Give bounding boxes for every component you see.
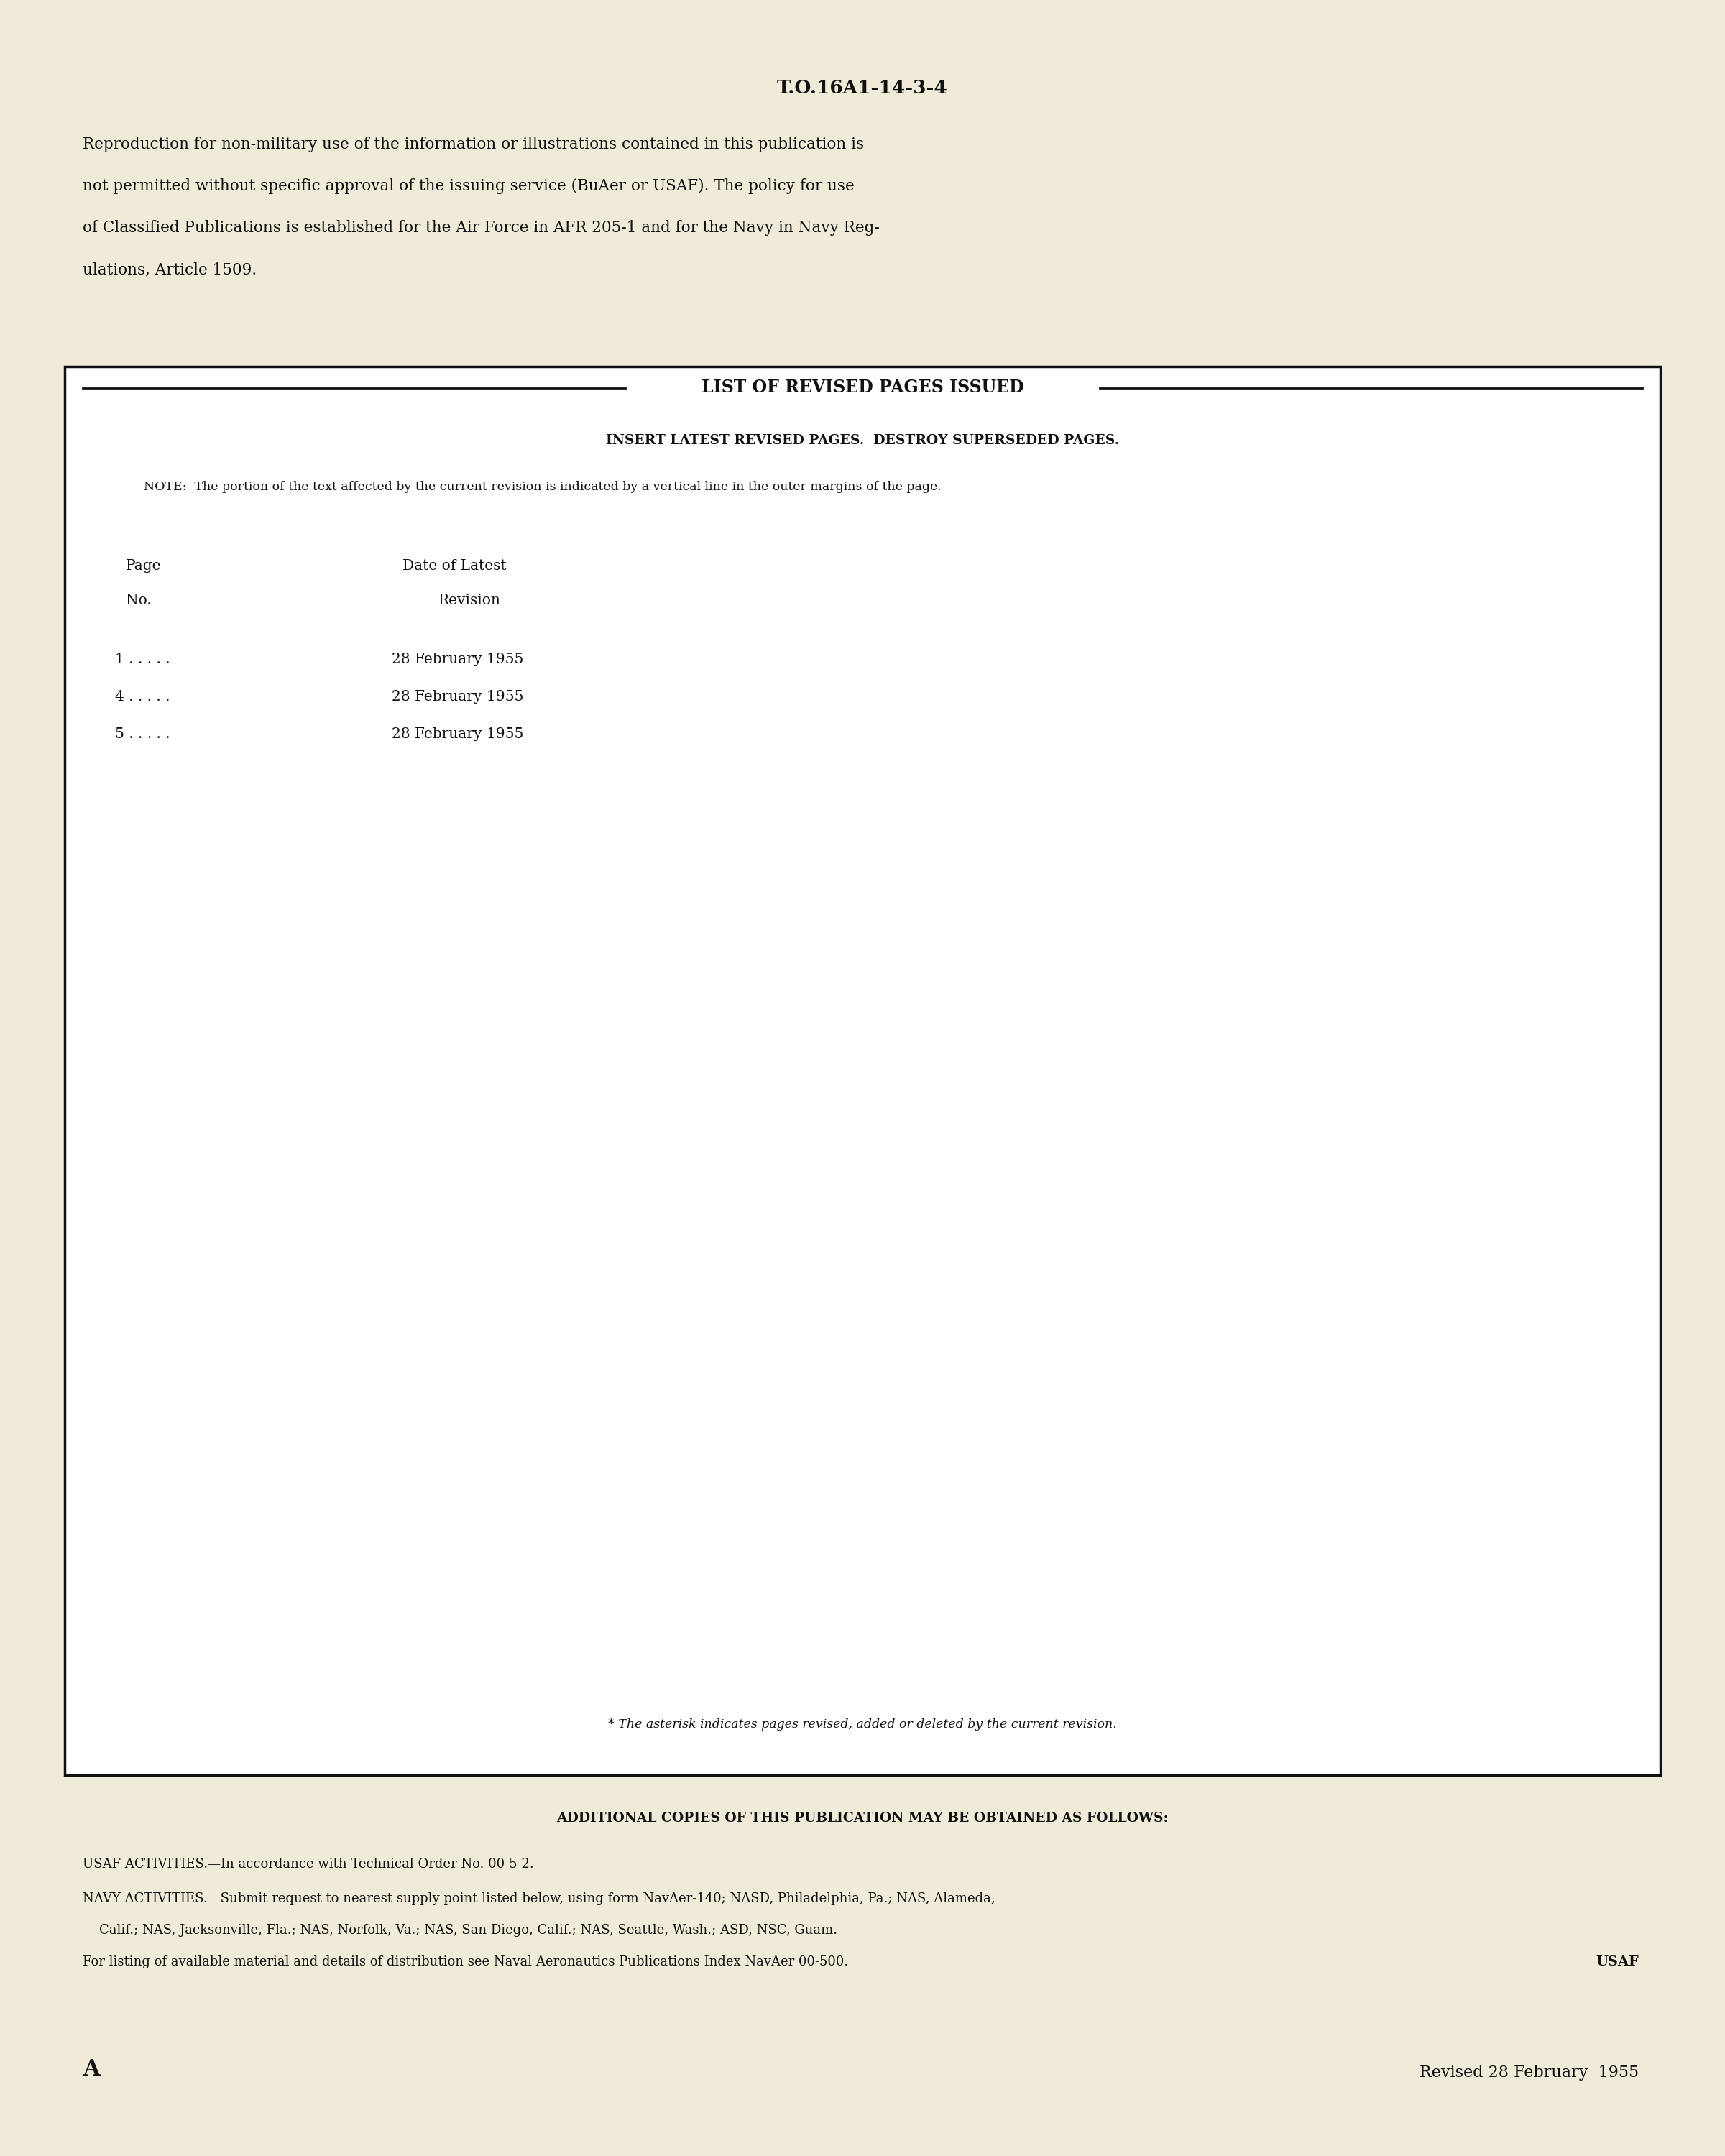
Text: No.: No.: [126, 593, 152, 608]
Text: Reproduction for non-military use of the information or illustrations contained : Reproduction for non-military use of the…: [83, 136, 864, 153]
Text: Revised 28 February  1955: Revised 28 February 1955: [1420, 2065, 1639, 2081]
Text: 28 February 1955: 28 February 1955: [392, 690, 523, 703]
Text: USAF: USAF: [1596, 1955, 1639, 1968]
Text: NAVY ACTIVITIES.—Submit request to nearest supply point listed below, using form: NAVY ACTIVITIES.—Submit request to neare…: [83, 1893, 995, 1906]
Text: 5 . . . . .: 5 . . . . .: [116, 727, 171, 742]
Text: LIST OF REVISED PAGES ISSUED: LIST OF REVISED PAGES ISSUED: [702, 379, 1023, 397]
Text: For listing of available material and details of distribution see Naval Aeronaut: For listing of available material and de…: [83, 1955, 849, 1968]
Text: Date of Latest: Date of Latest: [402, 558, 507, 573]
Text: 4 . . . . .: 4 . . . . .: [116, 690, 171, 703]
Text: * The asterisk indicates pages revised, added or deleted by the current revision: * The asterisk indicates pages revised, …: [609, 1718, 1116, 1731]
Text: Page: Page: [126, 558, 162, 573]
Text: ulations, Article 1509.: ulations, Article 1509.: [83, 261, 257, 278]
Text: USAF ACTIVITIES.—In accordance with Technical Order No. 00-5-2.: USAF ACTIVITIES.—In accordance with Tech…: [83, 1858, 533, 1871]
Bar: [66, 367, 1659, 1774]
Text: ADDITIONAL COPIES OF THIS PUBLICATION MAY BE OBTAINED AS FOLLOWS:: ADDITIONAL COPIES OF THIS PUBLICATION MA…: [557, 1811, 1168, 1824]
Text: 28 February 1955: 28 February 1955: [392, 727, 523, 742]
Text: NOTE:  The portion of the text affected by the current revision is indicated by : NOTE: The portion of the text affected b…: [143, 481, 942, 494]
Text: 28 February 1955: 28 February 1955: [392, 653, 523, 666]
Text: A: A: [83, 2059, 100, 2081]
Text: of Classified Publications is established for the Air Force in AFR 205-1 and for: of Classified Publications is establishe…: [83, 220, 880, 235]
Text: INSERT LATEST REVISED PAGES.  DESTROY SUPERSEDED PAGES.: INSERT LATEST REVISED PAGES. DESTROY SUP…: [605, 433, 1120, 446]
Text: 1 . . . . .: 1 . . . . .: [116, 653, 171, 666]
Text: Revision: Revision: [438, 593, 500, 608]
Text: T.O.16A1-14-3-4: T.O.16A1-14-3-4: [776, 78, 949, 97]
Text: not permitted without specific approval of the issuing service (BuAer or USAF). : not permitted without specific approval …: [83, 179, 854, 194]
Text: Calif.; NAS, Jacksonville, Fla.; NAS, Norfolk, Va.; NAS, San Diego, Calif.; NAS,: Calif.; NAS, Jacksonville, Fla.; NAS, No…: [83, 1923, 837, 1936]
